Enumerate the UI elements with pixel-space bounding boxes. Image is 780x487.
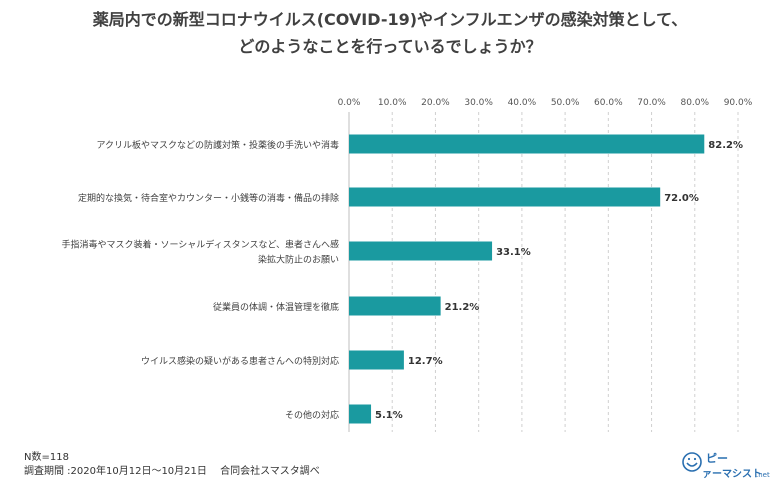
x-tick-label: 70.0% [637,98,666,108]
happy-pharmacist-logo: ピー ァーマシスト .net [682,452,770,480]
category-label: 手指消毒やマスク装着・ソーシャルディスタンスなど、患者さんへ感 [61,239,339,251]
category-label: 染拡大防止のお願い [258,254,339,266]
category-label: ウイルス感染の疑いがある患者さんへの特別対応 [141,355,339,367]
bar-value-label: 82.2% [708,140,743,151]
bar [349,187,661,207]
category-label: 定期的な換気・待合室やカウンター・小銭等の消毒・備品の排除 [78,192,339,204]
chart-title-line-1: 薬局内での新型コロナウイルス(COVID-19)やインフルエンザの感染対策として… [92,10,688,29]
category-label: 従業員の体調・体温管理を徹底 [213,301,339,313]
bar-value-label: 72.0% [664,193,699,204]
bar [349,134,705,154]
sample-size-label: N数=118 [24,452,69,463]
category-label: アクリル板やマスクなどの防護対策・投薬後の手洗いや消毒 [96,139,339,151]
logo-text-sub: ァーマシスト [702,468,762,480]
bar-value-label: 12.7% [408,356,443,367]
bar [349,350,404,370]
x-tick-label: 30.0% [464,98,493,108]
x-tick-label: 80.0% [680,98,709,108]
chart-title-line-2: どのようなことを行っているでしょうか？ [238,37,542,56]
logo-text-main: ピー [706,452,728,465]
x-tick-label: 90.0% [724,98,753,108]
x-tick-label: 10.0% [378,98,407,108]
smile-icon [682,452,702,472]
survey-period-label: 調査期間 :2020年10月12日～10月21日 合同会社スマスタ調べ [24,466,320,477]
x-tick-label: 40.0% [508,98,537,108]
x-tick-label: 50.0% [551,98,580,108]
bar [349,241,493,261]
x-tick-label: 60.0% [594,98,623,108]
bar-value-label: 21.2% [445,302,480,313]
x-tick-label: 20.0% [421,98,450,108]
x-tick-label: 0.0% [338,98,361,108]
bar [349,296,441,316]
bar [349,404,372,424]
bar-value-label: 5.1% [375,410,403,421]
bar-value-label: 33.1% [496,247,531,258]
category-label: その他の対応 [285,409,339,421]
bar-chart: 0.0% 10.0% 20.0% 30.0% 40.0% 50.0% 60.0% 70.0% 8… [61,98,753,432]
logo-text-domain: .net [756,471,770,479]
